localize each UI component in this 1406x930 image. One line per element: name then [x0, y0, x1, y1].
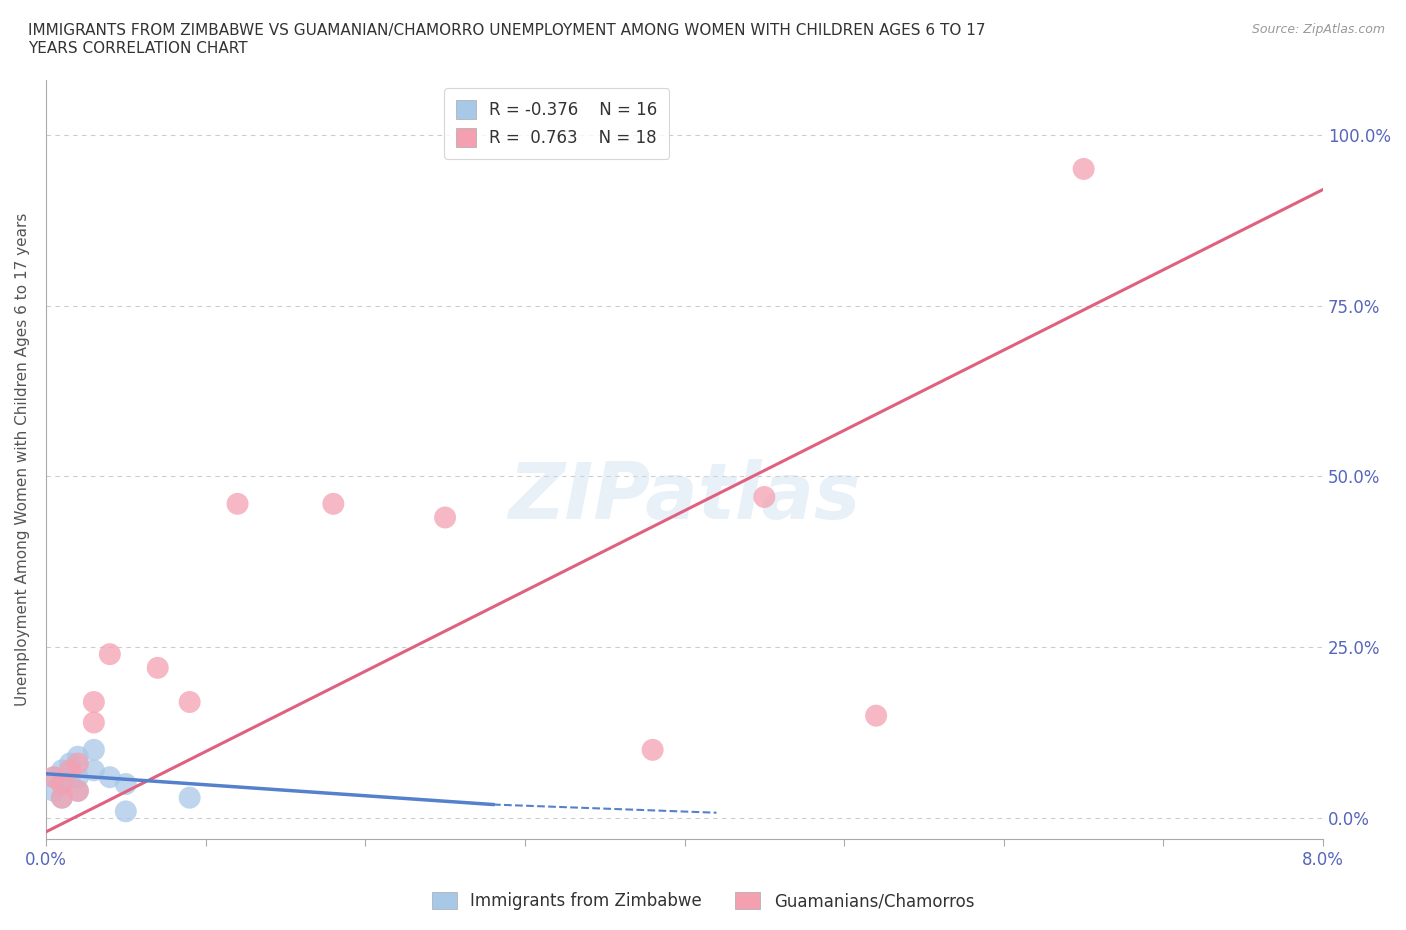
- Point: [1073, 162, 1095, 177]
- Point: [51, 790, 73, 805]
- Point: [42, 770, 65, 785]
- Point: [83, 742, 105, 757]
- Point: [434, 510, 457, 525]
- Point: [179, 695, 201, 710]
- Point: [51, 763, 73, 777]
- Text: Source: ZipAtlas.com: Source: ZipAtlas.com: [1251, 23, 1385, 36]
- Point: [51, 790, 73, 805]
- Text: IMMIGRANTS FROM ZIMBABWE VS GUAMANIAN/CHAMORRO UNEMPLOYMENT AMONG WOMEN WITH CHI: IMMIGRANTS FROM ZIMBABWE VS GUAMANIAN/CH…: [28, 23, 986, 56]
- Y-axis label: Unemployment Among Women with Children Ages 6 to 17 years: Unemployment Among Women with Children A…: [15, 213, 30, 706]
- Text: ZIPatlas: ZIPatlas: [509, 459, 860, 536]
- Point: [66, 750, 89, 764]
- Point: [66, 756, 89, 771]
- Point: [114, 777, 136, 791]
- Point: [59, 770, 82, 785]
- Point: [59, 756, 82, 771]
- Point: [66, 783, 89, 798]
- Point: [114, 804, 136, 818]
- Point: [66, 783, 89, 798]
- Point: [98, 770, 121, 785]
- Point: [51, 777, 73, 791]
- Point: [865, 709, 887, 724]
- Point: [179, 790, 201, 805]
- Point: [641, 742, 664, 757]
- Legend: Immigrants from Zimbabwe, Guamanians/Chamorros: Immigrants from Zimbabwe, Guamanians/Cha…: [425, 885, 981, 917]
- Point: [42, 783, 65, 798]
- Point: [42, 770, 65, 785]
- Point: [146, 660, 169, 675]
- Point: [51, 777, 73, 791]
- Point: [322, 497, 344, 512]
- Point: [66, 770, 89, 785]
- Point: [83, 695, 105, 710]
- Point: [226, 497, 249, 512]
- Point: [83, 715, 105, 730]
- Point: [754, 489, 776, 504]
- Legend: R = -0.376    N = 16, R =  0.763    N = 18: R = -0.376 N = 16, R = 0.763 N = 18: [444, 88, 669, 159]
- Point: [98, 646, 121, 661]
- Point: [83, 763, 105, 777]
- Point: [59, 763, 82, 777]
